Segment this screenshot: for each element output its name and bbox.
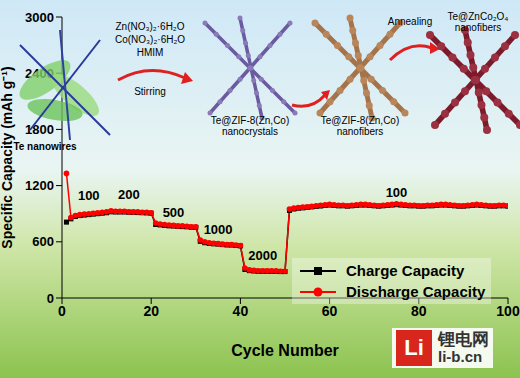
svg-text:Stirring: Stirring	[134, 86, 166, 97]
svg-text:100: 100	[78, 188, 100, 203]
svg-text:Zn(NO₃)₂·6H₂O: Zn(NO₃)₂·6H₂O	[115, 21, 184, 32]
svg-text:Te@ZIF-8(Zn,Co): Te@ZIF-8(Zn,Co)	[321, 115, 400, 126]
svg-text:Specific Capacity (mAh g⁻¹): Specific Capacity (mAh g⁻¹)	[0, 66, 15, 248]
svg-text:1200: 1200	[25, 178, 54, 193]
svg-text:Annealing: Annealing	[388, 16, 432, 27]
html-text:li-b.cn: li-b.cn	[438, 348, 483, 365]
svg-text:3000: 3000	[25, 10, 54, 25]
svg-text:60: 60	[322, 303, 338, 319]
svg-text:1800: 1800	[25, 122, 54, 137]
svg-text:0: 0	[47, 291, 54, 306]
svg-text:Cycle Number: Cycle Number	[231, 342, 339, 359]
svg-text:HMIM: HMIM	[137, 47, 164, 58]
svg-text:80: 80	[411, 303, 427, 319]
html-text:Li: Li	[404, 335, 424, 360]
svg-text:Te@ZnCo₂O₄: Te@ZnCo₂O₄	[448, 11, 509, 22]
svg-text:200: 200	[118, 187, 140, 202]
html-text:Discharge Capacity: Discharge Capacity	[346, 283, 486, 300]
svg-text:40: 40	[233, 303, 249, 319]
svg-text:2000: 2000	[248, 248, 277, 263]
svg-text:nanocrystals: nanocrystals	[222, 126, 278, 137]
svg-text:100: 100	[386, 185, 408, 200]
svg-text:100: 100	[496, 303, 520, 319]
svg-text:1000: 1000	[204, 222, 233, 237]
svg-text:0: 0	[58, 303, 66, 319]
html-text:锂电网: 锂电网	[438, 329, 489, 349]
svg-text:Te@ZIF-8(Zn,Co): Te@ZIF-8(Zn,Co)	[211, 115, 290, 126]
svg-text:nanofibers: nanofibers	[455, 22, 502, 33]
svg-text:500: 500	[163, 205, 185, 220]
svg-text:600: 600	[32, 234, 54, 249]
svg-text:nanofibers: nanofibers	[337, 126, 384, 137]
svg-text:20: 20	[143, 303, 159, 319]
svg-text:2400: 2400	[25, 66, 54, 81]
html-text:Charge Capacity: Charge Capacity	[346, 262, 465, 279]
svg-text:Te nanowires: Te nanowires	[13, 141, 77, 152]
svg-text:Co(NO₃)₂·6H₂O: Co(NO₃)₂·6H₂O	[115, 34, 185, 45]
